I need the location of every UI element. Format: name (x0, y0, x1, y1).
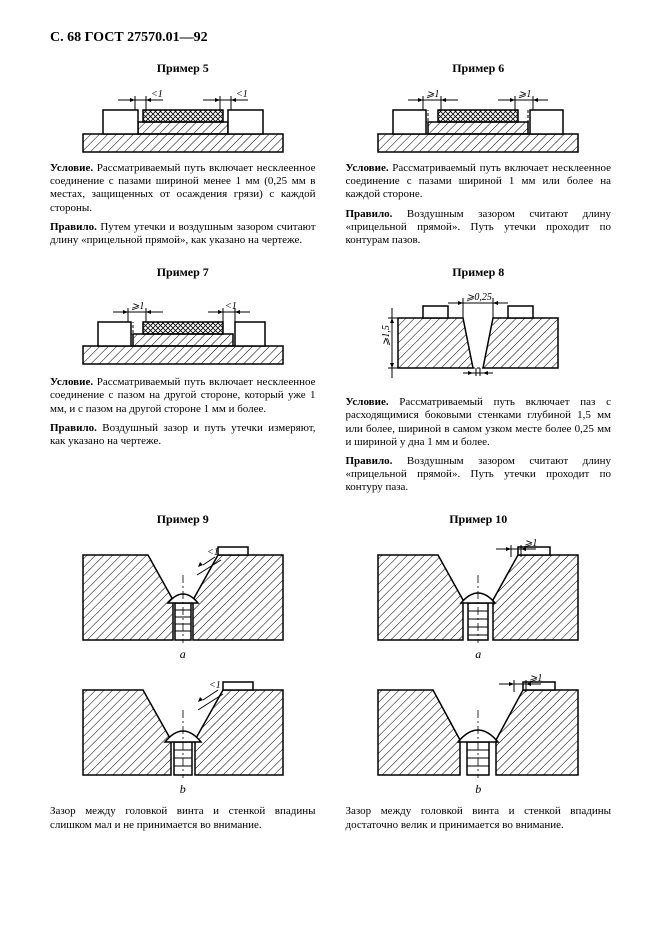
row-3: Пример 9 (50, 512, 611, 837)
figure-ex8: ⩾0,25 ⩾1,5 (346, 288, 612, 388)
row-1: Пример 5 (50, 61, 611, 253)
cond-ex5: Условие. Рассматриваемый путь включает н… (50, 162, 316, 215)
svg-text:⩾1,5: ⩾1,5 (381, 325, 392, 346)
svg-text:<1: <1 (225, 301, 237, 312)
svg-text:<1: <1 (236, 89, 248, 100)
col-ex10: Пример 10 (346, 512, 612, 837)
title-ex10: Пример 10 (346, 512, 612, 527)
cond-ex8: Условие. Рассматриваемый путь включает п… (346, 396, 612, 449)
figure-ex6: ⩾1 ⩾1 (346, 84, 612, 154)
col-ex8: Пример 8 ⩾0,25 (346, 265, 612, 500)
svg-text:<1: <1 (151, 89, 163, 100)
figure-ex10b: ⩾1 b (346, 670, 612, 797)
sublabel-10a: a (346, 647, 612, 662)
col-ex5: Пример 5 (50, 61, 316, 253)
rule-ex7: Правило. Воздушный зазор и путь утечки и… (50, 422, 316, 448)
sublabel-9b: b (50, 782, 316, 797)
rule-ex5: Правило. Путем утечки и воздушным зазоро… (50, 221, 316, 247)
figure-ex10a: ⩾1 a (346, 535, 612, 662)
title-ex5: Пример 5 (50, 61, 316, 76)
svg-text:⩾1: ⩾1 (529, 673, 542, 684)
figure-ex5: <1 <1 (50, 84, 316, 154)
col-ex7: Пример 7 ⩾1 (50, 265, 316, 500)
page-header: С. 68 ГОСТ 27570.01—92 (50, 30, 611, 46)
title-ex6: Пример 6 (346, 61, 612, 76)
title-ex9: Пример 9 (50, 512, 316, 527)
svg-text:⩾1: ⩾1 (426, 89, 439, 100)
figure-ex7: ⩾1 <1 (50, 288, 316, 368)
page: С. 68 ГОСТ 27570.01—92 Пример 5 (0, 0, 661, 936)
svg-text:⩾1: ⩾1 (524, 538, 537, 549)
figure-ex9a: <1 a (50, 535, 316, 662)
rule-label: Правило. (50, 221, 97, 233)
col-ex9: Пример 9 (50, 512, 316, 837)
svg-text:⩾1: ⩾1 (518, 89, 531, 100)
sublabel-10b: b (346, 782, 612, 797)
cond-label: Условие. (50, 162, 93, 174)
title-ex7: Пример 7 (50, 265, 316, 280)
svg-text:⩾1: ⩾1 (131, 301, 144, 312)
caption-ex10: Зазор между головкой винта и стенкой впа… (346, 805, 612, 831)
figure-ex9b: <1 b (50, 670, 316, 797)
cond-ex6: Условие. Рассматриваемый путь включает н… (346, 162, 612, 202)
cond-ex7: Условие. Рассматриваемый путь включает н… (50, 376, 316, 416)
rule-ex8: Правило. Воздушным зазором считают длину… (346, 455, 612, 495)
sublabel-9a: a (50, 647, 316, 662)
title-ex8: Пример 8 (346, 265, 612, 280)
caption-ex9: Зазор между головкой винта и стенкой впа… (50, 805, 316, 831)
col-ex6: Пример 6 ⩾1 (346, 61, 612, 253)
row-2: Пример 7 ⩾1 (50, 265, 611, 500)
svg-text:<1: <1 (209, 680, 221, 691)
rule-ex6: Правило. Воздушным зазором считают длину… (346, 208, 612, 248)
svg-text:<1: <1 (207, 547, 219, 558)
svg-text:⩾0,25: ⩾0,25 (466, 292, 492, 303)
